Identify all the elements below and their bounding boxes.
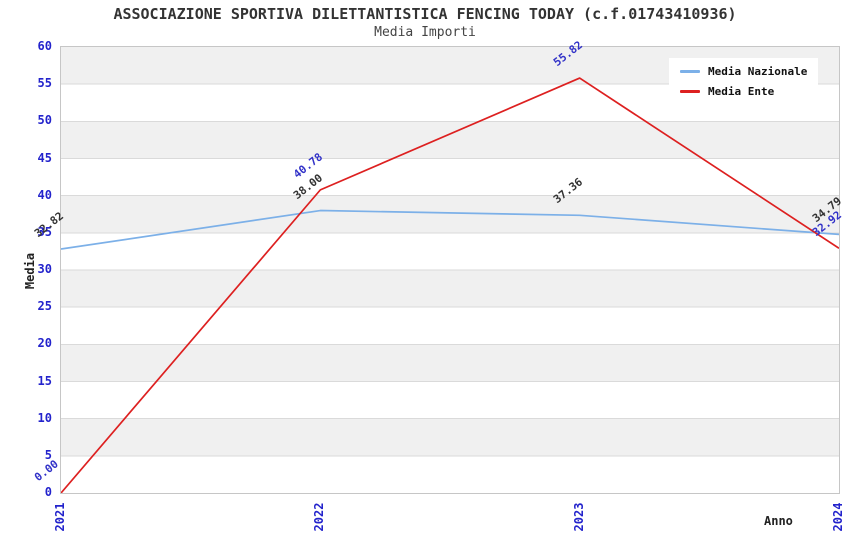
background-band [61,195,839,233]
y-tick-label: 30 [37,262,52,276]
background-band [61,344,839,382]
legend-line-swatch-nazionale [680,70,700,73]
chart-title: ASSOCIAZIONE SPORTIVA DILETTANTISTICA FE… [113,5,737,23]
y-tick-label: 0 [44,485,52,499]
x-tick-label: 2024 [831,502,845,532]
series-line-1 [61,77,839,493]
y-tick-label: 25 [37,299,52,314]
legend-label-ente: Media Ente [708,85,775,98]
plot-area: Media Nazionale Media Ente [60,46,840,494]
background-band [61,418,839,456]
x-tick-label: 2022 [312,502,327,532]
legend-line-swatch-ente [680,90,700,93]
y-tick-label: 20 [37,336,52,351]
legend-label-nazionale: Media Nazionale [708,65,808,78]
background-band [61,270,839,308]
y-tick-label: 5 [44,447,52,462]
y-tick-label: 60 [37,39,52,53]
legend-item-media-ente: Media Ente [680,85,807,98]
x-axis-title: Anno [764,514,793,528]
legend: Media Nazionale Media Ente [669,58,819,105]
legend-item-media-nazionale: Media Nazionale [680,65,807,78]
chart-subtitle: Media Importi [374,25,476,40]
y-tick-label: 15 [37,373,52,388]
y-tick-label: 50 [37,113,52,128]
y-tick-label: 45 [37,150,52,165]
background-band [61,121,839,159]
plot-canvas [61,47,839,493]
y-tick-label: 35 [37,224,52,239]
x-tick-label: 2021 [53,502,67,532]
x-tick-label: 2023 [571,502,586,532]
y-tick-label: 10 [37,410,52,425]
y-tick-label: 40 [37,187,52,202]
series-line-0 [61,209,839,250]
y-tick-label: 55 [37,76,52,91]
